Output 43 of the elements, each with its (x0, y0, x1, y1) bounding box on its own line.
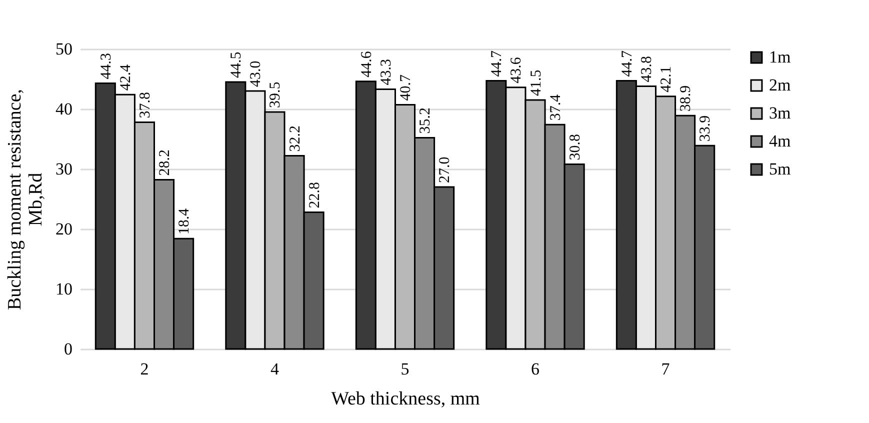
x-tick-label: 7 (661, 360, 670, 378)
y-axis-title: Buckling moment resistance, Mb,Rd (4, 88, 46, 310)
data-label: 22.8 (306, 182, 323, 208)
y-tick-label: 20 (56, 220, 72, 238)
x-tick-label: 2 (140, 360, 149, 378)
legend-label: 4m (769, 132, 791, 150)
data-label: 43.3 (378, 58, 394, 86)
legend-label: 1m (769, 48, 791, 66)
data-label: 42.1 (658, 66, 675, 92)
data-label: 27.0 (437, 156, 454, 183)
data-label: 44.7 (619, 50, 636, 77)
y-tick-label: 50 (56, 40, 72, 58)
legend-label: 3m (769, 104, 791, 122)
data-label: 32.2 (287, 126, 304, 152)
x-tick-label: 5 (400, 360, 410, 378)
data-label: 38.9 (678, 85, 694, 112)
x-tick-label: 6 (531, 360, 540, 378)
data-label: 40.7 (398, 74, 414, 101)
y-tick-label: 30 (56, 160, 72, 178)
x-tick-label: 4 (270, 360, 280, 378)
legend-label: 2m (769, 76, 791, 94)
data-label: 35.2 (418, 108, 434, 134)
data-label: 41.5 (528, 70, 544, 96)
data-label: 18.4 (176, 208, 193, 235)
data-label: 43.0 (248, 60, 264, 87)
y-tick-label: 40 (56, 100, 72, 118)
x-axis-title: Web thickness, mm (331, 388, 480, 410)
data-label: 37.4 (548, 94, 564, 121)
data-label: 37.8 (137, 92, 154, 118)
y-tick-label: 10 (56, 280, 72, 298)
data-label: 39.5 (268, 82, 284, 108)
data-label: 44.5 (228, 52, 245, 78)
data-label: 43.8 (638, 56, 655, 82)
y-tick-label: 0 (64, 340, 72, 358)
legend-label: 5m (769, 160, 791, 178)
data-label: 44.6 (358, 50, 375, 78)
data-label: 44.3 (98, 52, 114, 80)
data-label: 28.2 (157, 150, 174, 176)
data-label: 30.8 (567, 134, 584, 160)
data-label: 44.7 (489, 50, 506, 77)
data-label: 43.6 (508, 56, 525, 84)
data-label: 42.4 (118, 64, 134, 91)
data-label: 33.9 (698, 115, 714, 142)
